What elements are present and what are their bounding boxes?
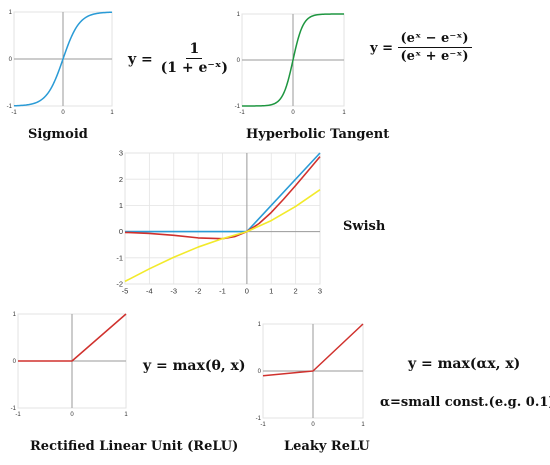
x-tick-label: 1	[110, 110, 114, 116]
y-tick-label: -1	[7, 104, 13, 110]
y-tick-label: 1	[9, 10, 13, 16]
x-tick-label: 0	[70, 412, 74, 418]
x-tick-label: 2	[294, 287, 298, 296]
y-tick-label: -1	[235, 104, 241, 110]
x-tick-label: 1	[342, 110, 346, 116]
x-tick-label: -4	[146, 287, 153, 296]
x-tick-label: -2	[195, 287, 202, 296]
series-line-1	[18, 313, 127, 362]
y-tick-label: -2	[116, 280, 123, 289]
sigmoid-plot: -1 0 1 -1 0 1	[7, 10, 115, 116]
y-tick-label: 0	[13, 359, 17, 365]
sigmoid-fraction: 1 (1 + e⁻ˣ)	[158, 41, 231, 77]
sigmoid-formula-lhs: y =	[128, 51, 153, 68]
y-tick-label: 1	[258, 322, 262, 328]
y-tick-label: 3	[119, 149, 123, 158]
y-tick-label: -1	[11, 406, 17, 412]
y-tick-label: 0	[237, 58, 241, 64]
y-tick-label: 2	[119, 175, 123, 184]
leaky-relu-alpha-note: α=small const.(e.g. 0.1)	[380, 395, 550, 410]
x-tick-label: 0	[245, 287, 249, 296]
tanh-caption: Hyperbolic Tangent	[246, 127, 390, 142]
tanh-denominator: (eˣ + e⁻ˣ)	[400, 49, 469, 65]
tanh-plot: -1 0 1 -1 0 1	[235, 12, 347, 116]
x-tick-label: 0	[311, 422, 315, 428]
series-line-3	[124, 189, 321, 283]
sigmoid-numerator: 1	[186, 41, 203, 60]
relu-formula: y = max(θ, x)	[143, 358, 246, 374]
relu-caption: Rectified Linear Unit (ReLU)	[30, 439, 239, 454]
x-tick-label: 1	[124, 412, 128, 418]
sigmoid-formula: y = 1 (1 + e⁻ˣ)	[128, 41, 231, 77]
relu-plot: -1 0 1 -1 0 1	[11, 312, 129, 418]
x-tick-label: -1	[260, 422, 266, 428]
x-tick-label: -1	[11, 110, 17, 116]
x-tick-label: -1	[239, 110, 245, 116]
leaky-relu-plot: -1 0 1 -1 0 1	[256, 322, 366, 428]
leaky-relu-formula: y = max(αx, x)	[408, 356, 521, 372]
x-tick-label: -3	[170, 287, 177, 296]
series-line-1	[241, 13, 345, 107]
y-tick-label: -1	[116, 253, 123, 262]
x-tick-label: 0	[291, 110, 295, 116]
x-tick-label: -1	[219, 287, 226, 296]
swish-caption: Swish	[343, 219, 386, 234]
x-tick-label: 1	[269, 287, 273, 296]
tanh-formula-lhs: y =	[370, 40, 393, 56]
tanh-fraction: (eˣ − e⁻ˣ) (eˣ + e⁻ˣ)	[397, 31, 472, 65]
series-line-1	[13, 11, 113, 107]
tanh-numerator: (eˣ − e⁻ˣ)	[397, 31, 472, 49]
y-tick-label: 0	[119, 227, 123, 236]
series-line-1	[262, 323, 364, 377]
sigmoid-caption: Sigmoid	[28, 127, 88, 142]
x-tick-label: 3	[318, 287, 322, 296]
y-tick-label: 0	[9, 57, 13, 63]
y-tick-label: 1	[13, 312, 17, 318]
y-tick-label: 0	[258, 369, 262, 375]
x-tick-label: 1	[361, 422, 365, 428]
y-tick-label: 1	[237, 12, 241, 18]
leaky-relu-caption: Leaky ReLU	[284, 439, 370, 454]
x-tick-label: -5	[122, 287, 129, 296]
swish-plot: -5 -4 -3 -2 -1 0 1 2 3 -2 -1 0 1 2 3	[116, 149, 322, 296]
sigmoid-denominator: (1 + e⁻ˣ)	[160, 60, 229, 77]
x-tick-label: 0	[61, 110, 65, 116]
y-tick-label: 1	[119, 201, 123, 210]
x-tick-label: -1	[15, 412, 21, 418]
y-tick-label: -1	[256, 416, 262, 422]
tanh-formula: y = (eˣ − e⁻ˣ) (eˣ + e⁻ˣ)	[370, 31, 472, 65]
